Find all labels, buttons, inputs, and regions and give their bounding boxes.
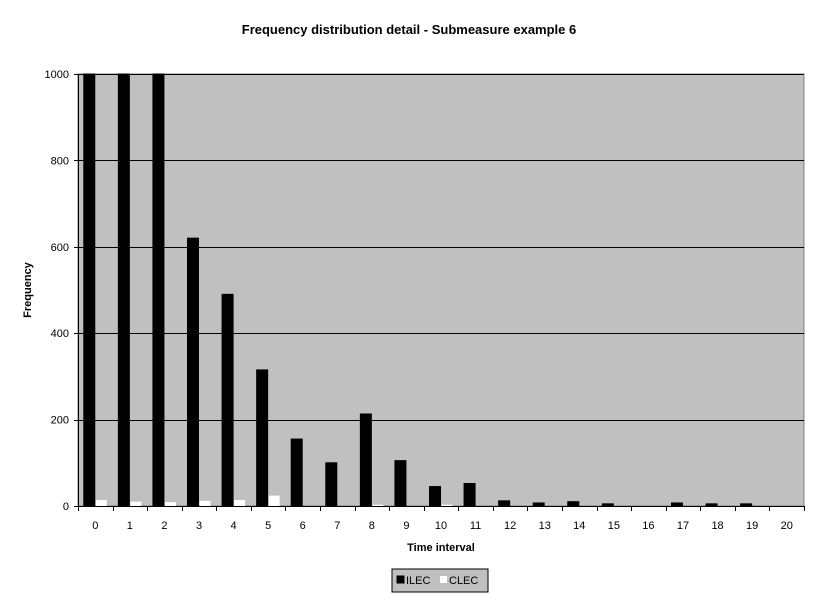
bar-ilec-5 — [256, 369, 269, 507]
x-tick-labels: 0 1 2 3 4 5 6 7 8 9 10 11 12 13 14 15 16 17 18 19 20 — [92, 520, 793, 532]
bar-ilec-19 — [740, 503, 753, 507]
bar-ilec-4 — [221, 293, 234, 507]
legend-swatch-ilec — [396, 575, 405, 584]
bar-clec-5 — [268, 495, 280, 506]
x-axis-label: Time interval — [407, 542, 475, 554]
x-tick-label: 14 — [573, 520, 585, 532]
bar-ilec-10 — [429, 486, 441, 507]
x-tick-label: 0 — [92, 520, 98, 532]
bar-ilec-15 — [601, 503, 614, 507]
x-tick-label: 4 — [231, 520, 237, 532]
y-tick-labels: 0 200 400 600 800 1000 — [45, 69, 69, 513]
bar-ilec-6 — [290, 438, 303, 507]
bar-clec-0 — [95, 499, 107, 506]
y-tick-label: 0 — [63, 501, 69, 513]
bar-clec-1 — [130, 501, 142, 506]
bar-clec-4 — [234, 499, 246, 506]
bar-ilec-12 — [498, 500, 511, 507]
bar-ilec-3 — [187, 237, 199, 507]
x-tick-label: 13 — [539, 520, 551, 532]
bar-ilec-2 — [152, 73, 165, 507]
x-tick-label: 12 — [504, 520, 516, 532]
x-tick-label: 20 — [781, 520, 793, 532]
bar-ilec-13 — [532, 502, 545, 507]
bar-ilec-11 — [463, 483, 476, 507]
x-tick-label: 16 — [642, 520, 654, 532]
bar-ilec-1 — [117, 73, 130, 507]
x-tick-label: 6 — [300, 520, 306, 532]
legend: ILEC CLEC — [391, 568, 489, 593]
x-tick-label: 17 — [677, 520, 689, 532]
x-tick-label: 11 — [470, 520, 481, 532]
x-tick-label: 10 — [435, 520, 447, 532]
x-tick-label: 5 — [265, 520, 271, 532]
y-tick-label: 800 — [51, 155, 69, 167]
x-tick-label: 3 — [196, 520, 202, 532]
bars — [83, 73, 753, 507]
legend-swatch-clec — [440, 576, 447, 583]
legend-label-clec: CLEC — [449, 575, 478, 587]
bar-ilec-14 — [567, 501, 580, 507]
y-tick-label: 600 — [51, 242, 69, 254]
x-tick-label: 19 — [746, 520, 758, 532]
x-tick-label: 1 — [127, 520, 133, 532]
bar-ilec-8 — [359, 413, 372, 507]
y-tick-label: 400 — [51, 328, 69, 340]
bar-clec-10 — [441, 504, 453, 506]
x-tick-label: 9 — [403, 520, 409, 532]
bar-ilec-9 — [394, 460, 407, 507]
bar-ilec-7 — [325, 462, 338, 507]
bar-clec-3 — [199, 500, 211, 506]
bar-clec-2 — [164, 502, 176, 506]
y-tick-label: 1000 — [45, 69, 69, 81]
x-tick-label: 8 — [369, 520, 375, 532]
bar-ilec-0 — [83, 73, 96, 507]
plot-area — [77, 73, 805, 507]
chart-title: Frequency distribution detail - Submeasu… — [242, 22, 576, 37]
y-axis-label: Frequency — [22, 261, 34, 318]
bar-clec-8 — [372, 504, 384, 506]
axes — [74, 74, 805, 511]
x-tick-label: 15 — [608, 520, 620, 532]
x-tick-label: 2 — [161, 520, 167, 532]
y-tick-label: 200 — [51, 415, 69, 427]
x-tick-label: 18 — [711, 520, 723, 532]
bar-ilec-17 — [671, 502, 683, 507]
bar-ilec-18 — [705, 503, 718, 507]
legend-label-ilec: ILEC — [406, 575, 431, 587]
x-tick-label: 7 — [334, 520, 340, 532]
